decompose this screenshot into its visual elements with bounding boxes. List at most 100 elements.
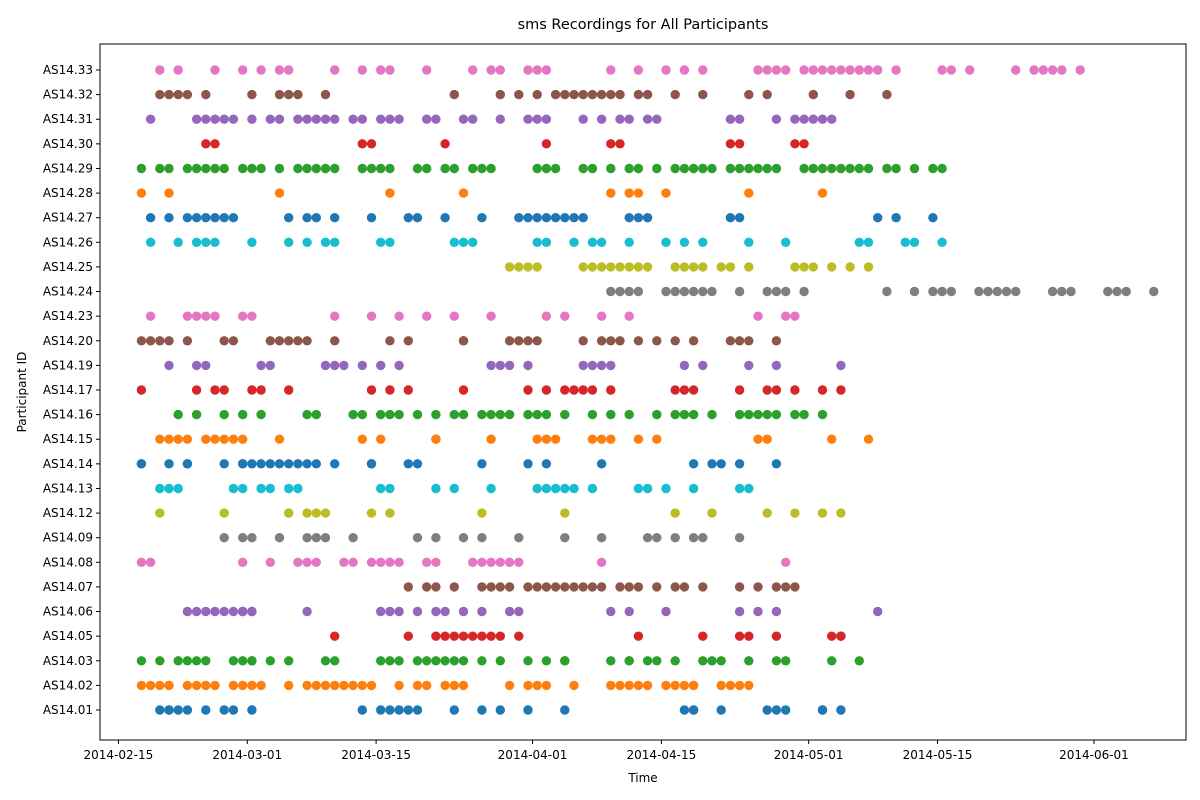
data-point-AS14.17-23 [771, 385, 782, 395]
data-point-AS14.26-20 [624, 237, 634, 247]
data-point-AS14.23-7 [330, 311, 340, 321]
data-point-AS14.29-40 [698, 163, 708, 174]
data-point-AS14.31-37 [799, 114, 809, 124]
data-point-AS14.33-26 [781, 65, 791, 75]
data-point-AS14.03-36 [707, 656, 717, 666]
data-point-AS14.08-18 [495, 557, 505, 567]
data-point-AS14.29-34 [624, 163, 634, 174]
data-point-AS14.20-10 [293, 336, 303, 346]
data-point-AS14.25-23 [845, 262, 855, 272]
data-point-AS14.31-30 [624, 114, 634, 124]
data-point-AS14.05-9 [495, 631, 505, 641]
data-point-AS14.33-1 [173, 65, 183, 75]
data-point-AS14.29-52 [836, 163, 846, 174]
data-point-AS14.33-17 [541, 65, 552, 75]
data-point-AS14.29-3 [182, 163, 193, 174]
data-point-AS14.08-9 [366, 557, 377, 567]
data-point-AS14.08-1 [145, 557, 156, 567]
data-point-AS14.15-8 [238, 434, 248, 444]
data-point-AS14.02-42 [679, 680, 690, 691]
data-point-AS14.15-14 [486, 434, 496, 444]
data-point-AS14.03-29 [606, 656, 616, 666]
data-point-AS14.33-44 [1057, 65, 1067, 75]
data-point-AS14.07-6 [495, 582, 505, 592]
data-point-AS14.17-3 [219, 385, 229, 395]
data-point-AS14.02-21 [348, 680, 358, 691]
data-point-AS14.02-36 [615, 680, 625, 691]
data-point-AS14.03-14 [376, 656, 386, 666]
data-point-AS14.08-14 [431, 557, 441, 567]
data-point-AS14.25-10 [633, 262, 644, 272]
data-point-AS14.30-0 [201, 139, 211, 149]
data-point-AS14.17-8 [385, 385, 395, 395]
data-point-AS14.33-13 [486, 65, 496, 75]
data-point-AS14.16-30 [688, 409, 699, 420]
data-point-AS14.29-13 [302, 163, 312, 174]
data-point-AS14.03-39 [771, 656, 782, 666]
data-point-AS14.14-24 [596, 459, 607, 469]
data-point-AS14.27-22 [560, 213, 570, 223]
data-point-AS14.16-12 [412, 409, 423, 420]
data-point-AS14.01-20 [679, 705, 690, 715]
data-point-AS14.30-6 [606, 139, 616, 149]
data-point-AS14.06-18 [477, 606, 487, 617]
data-point-AS14.17-7 [366, 385, 377, 395]
data-point-AS14.17-19 [679, 385, 690, 395]
data-point-AS14.02-4 [164, 680, 174, 691]
data-point-AS14.13-16 [550, 483, 561, 494]
data-point-AS14.20-31 [744, 336, 754, 346]
data-point-AS14.08-3 [265, 557, 275, 567]
data-point-AS14.09-13 [560, 533, 570, 543]
data-point-AS14.14-10 [265, 459, 275, 469]
data-point-AS14.28-4 [458, 188, 469, 198]
data-point-AS14.03-20 [440, 656, 450, 666]
data-point-AS14.03-25 [523, 656, 533, 666]
data-point-AS14.02-18 [320, 680, 331, 691]
data-point-AS14.16-5 [302, 409, 312, 420]
x-tick-label-2014-05-01: 2014-05-01 [774, 748, 844, 762]
data-point-AS14.33-22 [698, 65, 708, 75]
data-point-AS14.19-1 [191, 360, 202, 371]
data-point-AS14.02-32 [532, 680, 542, 691]
data-point-AS14.02-24 [394, 680, 404, 691]
data-point-AS14.08-6 [311, 557, 321, 567]
data-point-AS14.01-11 [385, 705, 395, 715]
data-point-AS14.08-11 [385, 557, 395, 567]
data-point-AS14.12-15 [836, 508, 846, 518]
data-point-AS14.02-10 [228, 680, 239, 691]
data-point-AS14.06-12 [385, 606, 395, 617]
data-point-AS14.16-21 [532, 409, 542, 420]
data-point-AS14.28-0 [136, 188, 147, 198]
data-point-AS14.20-6 [228, 336, 239, 346]
data-point-AS14.05-14 [744, 631, 754, 641]
data-point-AS14.15-2 [173, 434, 183, 444]
data-point-AS14.33-2 [210, 65, 220, 75]
data-point-AS14.29-15 [320, 163, 331, 174]
data-point-AS14.07-24 [734, 582, 745, 592]
data-point-AS14.24-16 [909, 286, 920, 297]
data-point-AS14.29-35 [633, 163, 644, 174]
data-point-AS14.02-31 [523, 680, 533, 691]
data-point-AS14.33-32 [845, 65, 855, 75]
data-point-AS14.29-36 [652, 163, 662, 174]
data-point-AS14.31-1 [191, 114, 202, 124]
data-point-AS14.06-27 [873, 606, 883, 617]
data-point-AS14.15-24 [762, 434, 772, 444]
data-point-AS14.17-11 [523, 385, 533, 395]
y-tick-label-AS14.07: AS14.07 [43, 580, 93, 594]
data-point-AS14.15-7 [228, 434, 239, 444]
data-point-AS14.25-6 [596, 262, 607, 272]
y-tick-label-AS14.20: AS14.20 [43, 334, 93, 348]
data-point-AS14.24-25 [1047, 286, 1058, 297]
data-point-AS14.26-11 [385, 237, 395, 247]
data-point-AS14.29-7 [219, 163, 229, 174]
data-point-AS14.33-39 [965, 65, 975, 75]
data-point-AS14.02-6 [191, 680, 202, 691]
data-point-AS14.17-6 [284, 385, 294, 395]
data-point-AS14.20-29 [725, 336, 736, 346]
data-point-AS14.02-2 [155, 680, 165, 691]
data-point-AS14.14-18 [366, 459, 377, 469]
data-point-AS14.19-14 [523, 360, 533, 371]
y-tick-label-AS14.24: AS14.24 [43, 285, 93, 299]
data-point-AS14.26-26 [854, 237, 864, 247]
